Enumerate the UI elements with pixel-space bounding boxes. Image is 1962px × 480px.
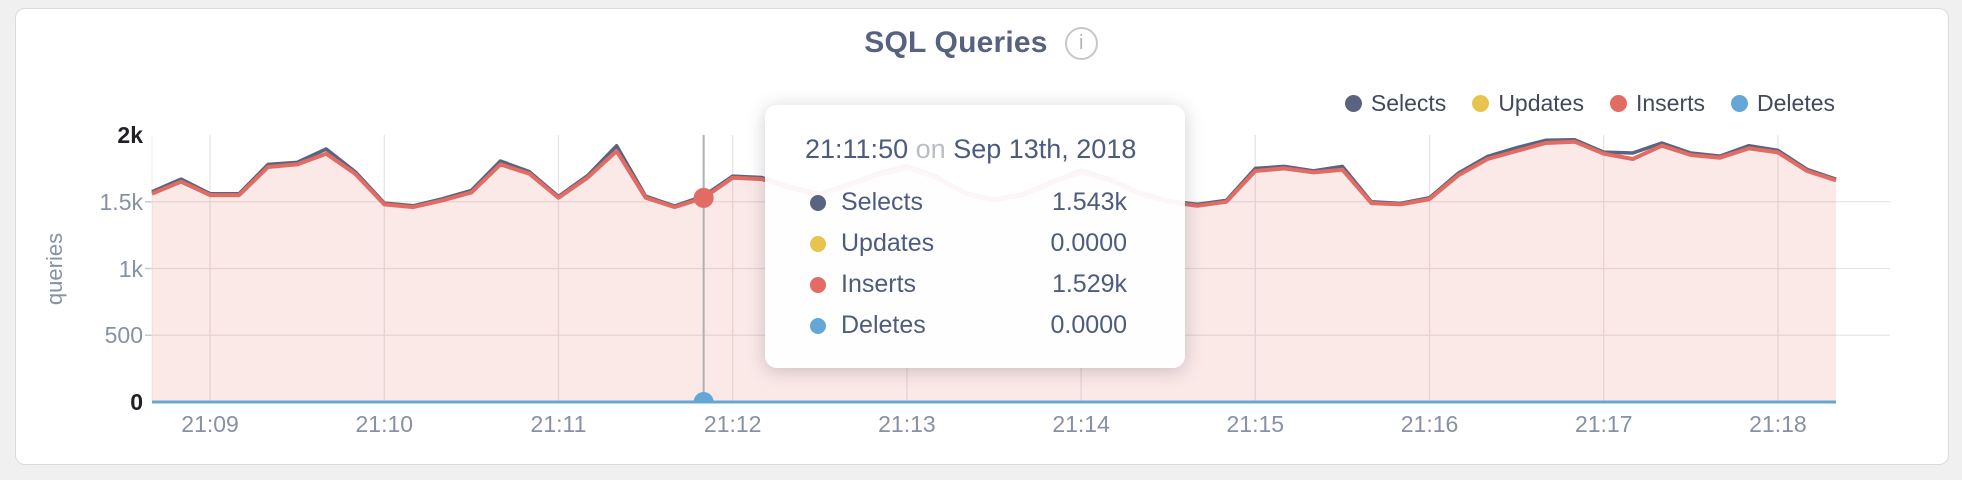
tooltip-row-deletes: Deletes 0.0000 xyxy=(765,305,1185,346)
selects-dot-icon xyxy=(1344,95,1362,112)
chart-legend: Selects Updates Inserts Deletes xyxy=(1344,90,1835,117)
tooltip-row-selects: Selects 1.543k xyxy=(765,182,1185,223)
y-tick-label: 0 xyxy=(130,389,143,415)
x-tick-label: 21:11 xyxy=(530,411,587,437)
tooltip-time: 21:11:50 xyxy=(805,134,909,164)
tooltip-series-value: 0.0000 xyxy=(1050,311,1127,339)
crosshair-point-deletes xyxy=(693,392,714,404)
x-tick-label: 21:09 xyxy=(181,411,239,437)
info-icon[interactable]: i xyxy=(1064,26,1098,60)
legend-label: Updates xyxy=(1498,90,1584,116)
tooltip-series-label: Updates xyxy=(841,229,935,257)
chart-header: SQL Queries i xyxy=(0,26,1962,60)
tooltip-series-label: Selects xyxy=(841,188,923,216)
legend-item-inserts[interactable]: Inserts xyxy=(1609,90,1706,117)
tooltip-header: 21:11:50 on Sep 13th, 2018 xyxy=(765,134,1185,165)
x-tick-label: 21:12 xyxy=(703,411,762,437)
x-tick-label: 21:17 xyxy=(1574,411,1633,437)
legend-item-deletes[interactable]: Deletes xyxy=(1731,90,1835,117)
deletes-dot-icon xyxy=(810,317,826,334)
tooltip-series-value: 1.543k xyxy=(1051,188,1127,216)
selects-dot-icon xyxy=(810,194,826,211)
legend-item-updates[interactable]: Updates xyxy=(1472,90,1584,117)
x-tick-label: 21:15 xyxy=(1226,411,1285,437)
tooltip-series-value: 0.0000 xyxy=(1050,229,1127,257)
tooltip-series-value: 1.529k xyxy=(1051,270,1127,298)
tooltip-series-label: Deletes xyxy=(841,311,926,339)
updates-dot-icon xyxy=(1472,95,1490,112)
tooltip-date: Sep 13th, 2018 xyxy=(953,134,1137,164)
y-axis: queries 2k 1.5k 1k 500 0 xyxy=(0,0,146,480)
updates-dot-icon xyxy=(810,235,826,252)
y-tick-label: 1k xyxy=(118,255,143,282)
page-title: SQL Queries xyxy=(864,26,1048,59)
x-tick-label: 21:18 xyxy=(1749,411,1807,437)
deletes-dot-icon xyxy=(1731,95,1749,112)
inserts-dot-icon xyxy=(1609,95,1627,112)
crosshair-point-inserts xyxy=(693,187,714,208)
legend-label: Deletes xyxy=(1757,90,1835,116)
tooltip-row-inserts: Inserts 1.529k xyxy=(765,264,1185,305)
x-tick-label: 21:13 xyxy=(878,411,936,437)
y-tick-label: 2k xyxy=(117,122,143,148)
inserts-dot-icon xyxy=(810,276,826,293)
tooltip-row-updates: Updates 0.0000 xyxy=(765,223,1185,264)
tooltip-preposition: on xyxy=(915,134,946,164)
x-tick-label: 21:10 xyxy=(355,411,414,437)
legend-label: Inserts xyxy=(1635,90,1706,116)
legend-item-selects[interactable]: Selects xyxy=(1344,90,1447,117)
legend-label: Selects xyxy=(1370,90,1447,116)
tooltip-series-label: Inserts xyxy=(841,270,917,298)
x-tick-label: 21:14 xyxy=(1052,411,1110,437)
y-tick-label: 1.5k xyxy=(99,188,143,215)
x-tick-label: 21:16 xyxy=(1400,411,1459,437)
chart-tooltip: 21:11:50 on Sep 13th, 2018 Selects 1.543… xyxy=(765,105,1185,368)
y-tick-label: 500 xyxy=(104,322,143,349)
